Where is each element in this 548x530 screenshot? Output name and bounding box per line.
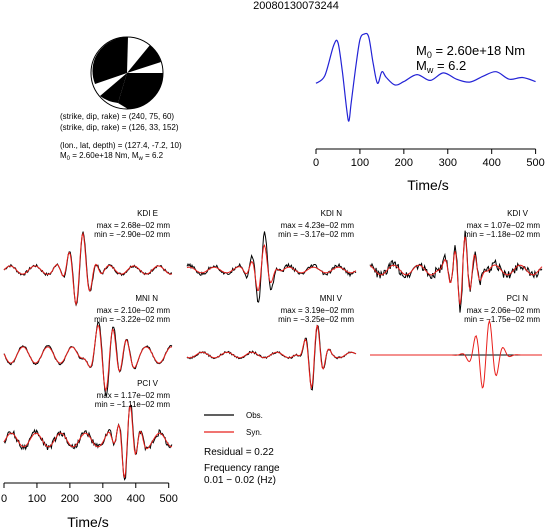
station-label: KDI V [507, 209, 529, 218]
min-amplitude-label: min = −2.90e−02 mm [94, 230, 170, 239]
station-label: PCI N [507, 294, 529, 303]
station-label: KDI N [321, 209, 343, 218]
figure-title: 20080130073244 [253, 0, 339, 12]
stf-tick-label: 0 [313, 157, 319, 169]
waveform-x-axis: 0 100 200 300 400 500 [1, 482, 178, 505]
beachball-compression-quadrant [100, 73, 127, 103]
frequency-range-title: Frequency range [204, 463, 280, 474]
waveform-tick-label: 100 [28, 493, 46, 505]
max-amplitude-label: max = 2.68e−02 mm [97, 221, 171, 230]
synthetic-waveform [370, 319, 542, 389]
stf-tick-label: 200 [395, 157, 413, 169]
max-amplitude-label: max = 4.23e−02 mm [281, 221, 355, 230]
m0-symbol: M [60, 151, 67, 160]
synthetic-waveform [3, 324, 173, 392]
nodal-plane-1: (strike, dip, rake) = (240, 75, 60) [60, 112, 174, 121]
max-amplitude-label: max = 2.06e−02 mm [467, 306, 541, 315]
min-amplitude-label: min = −1.18e−02 mm [464, 230, 540, 239]
station-label: PCI V [137, 379, 159, 388]
stf-mw-subscript: w [426, 65, 434, 75]
stf-tick-label: 100 [351, 157, 369, 169]
waveform-x-axis-label: Time/s [67, 514, 108, 530]
residual-text: Residual = 0.22 [204, 447, 274, 458]
stf-mw-symbol: M [416, 58, 427, 73]
synthetic-waveform [186, 244, 357, 292]
stf-series-line [315, 32, 536, 122]
mw-subscript: w [138, 156, 144, 162]
max-amplitude-label: max = 2.10e−02 mm [97, 306, 171, 315]
max-amplitude-label: max = 1.07e−02 mm [467, 221, 541, 230]
legend-syn-label: Syn. [246, 428, 262, 437]
legend: Obs. Syn. Residual = 0.22 Frequency rang… [204, 411, 280, 486]
stf-mw-value: = 6.2 [433, 58, 466, 73]
frequency-range-value: 0.01 − 0.02 (Hz) [204, 475, 276, 486]
legend-obs-label: Obs. [246, 411, 263, 420]
m0-subscript: 0 [67, 156, 71, 162]
stf-m0-annotation: M0 = 2.60e+18 Nm [416, 43, 525, 60]
waveform-tick-label: 200 [61, 493, 79, 505]
max-amplitude-label: max = 1.17e−02 mm [97, 391, 171, 400]
station-label: MNI N [135, 294, 158, 303]
station-label: MNI V [320, 294, 343, 303]
min-amplitude-label: min = −3.25e−02 mm [278, 315, 354, 324]
beachball-compression-quadrant [92, 36, 128, 84]
stf-m0-value: = 2.60e+18 Nm [432, 43, 525, 58]
beachball-compression-quadrant [127, 45, 161, 73]
waveform-tick-label: 400 [127, 493, 145, 505]
stf-tick-label: 400 [483, 157, 501, 169]
source-summary: (strike, dip, rake) = (240, 75, 60) (str… [60, 112, 182, 162]
station-label: KDI E [137, 209, 158, 218]
min-amplitude-label: min = −3.22e−02 mm [94, 315, 170, 324]
observed-waveform [186, 231, 357, 303]
mw-value: = 6.2 [143, 151, 164, 160]
min-amplitude-label: min = −1.11e−02 mm [95, 400, 171, 409]
stf-m0-symbol: M [416, 43, 427, 58]
synthetic-waveform [3, 404, 173, 478]
synthetic-waveform [3, 232, 173, 306]
beachball [90, 36, 164, 110]
waveform-tick-label: 500 [160, 493, 178, 505]
waveform-tick-label: 0 [1, 493, 7, 505]
stf-tick-label: 500 [526, 157, 544, 169]
hypocenter-location: (lon., lat, depth) = (127.4, -7.2, 10) [60, 141, 182, 150]
synthetic-waveform [369, 236, 543, 305]
waveform-tick-label: 300 [94, 493, 112, 505]
stf-mw-annotation: Mw = 6.2 [416, 58, 466, 75]
stf-plot: 0 100 200 300 400 500 Time/s M0 = 2.60e+18 Nm… [313, 32, 545, 193]
observed-waveform [3, 404, 173, 481]
stf-m0-subscript: 0 [427, 50, 432, 60]
min-amplitude-label: min = −1.75e−02 mm [464, 315, 540, 324]
stf-x-axis-label: Time/s [407, 177, 448, 193]
synthetic-waveform [186, 325, 357, 390]
nodal-plane-2: (strike, dip, rake) = (126, 33, 152) [60, 123, 179, 132]
stf-x-axis: 0 100 200 300 400 500 [313, 148, 545, 169]
max-amplitude-label: max = 3.19e−02 mm [281, 306, 355, 315]
beachball-compression-quadrant [118, 73, 164, 109]
min-amplitude-label: min = −3.17e−02 mm [278, 230, 354, 239]
stf-tick-label: 300 [439, 157, 457, 169]
m0-value: = 2.60e+18 Nm, M [70, 151, 139, 160]
moment-magnitude-line: M0 = 2.60e+18 Nm, Mw = 6.2 [60, 151, 164, 162]
